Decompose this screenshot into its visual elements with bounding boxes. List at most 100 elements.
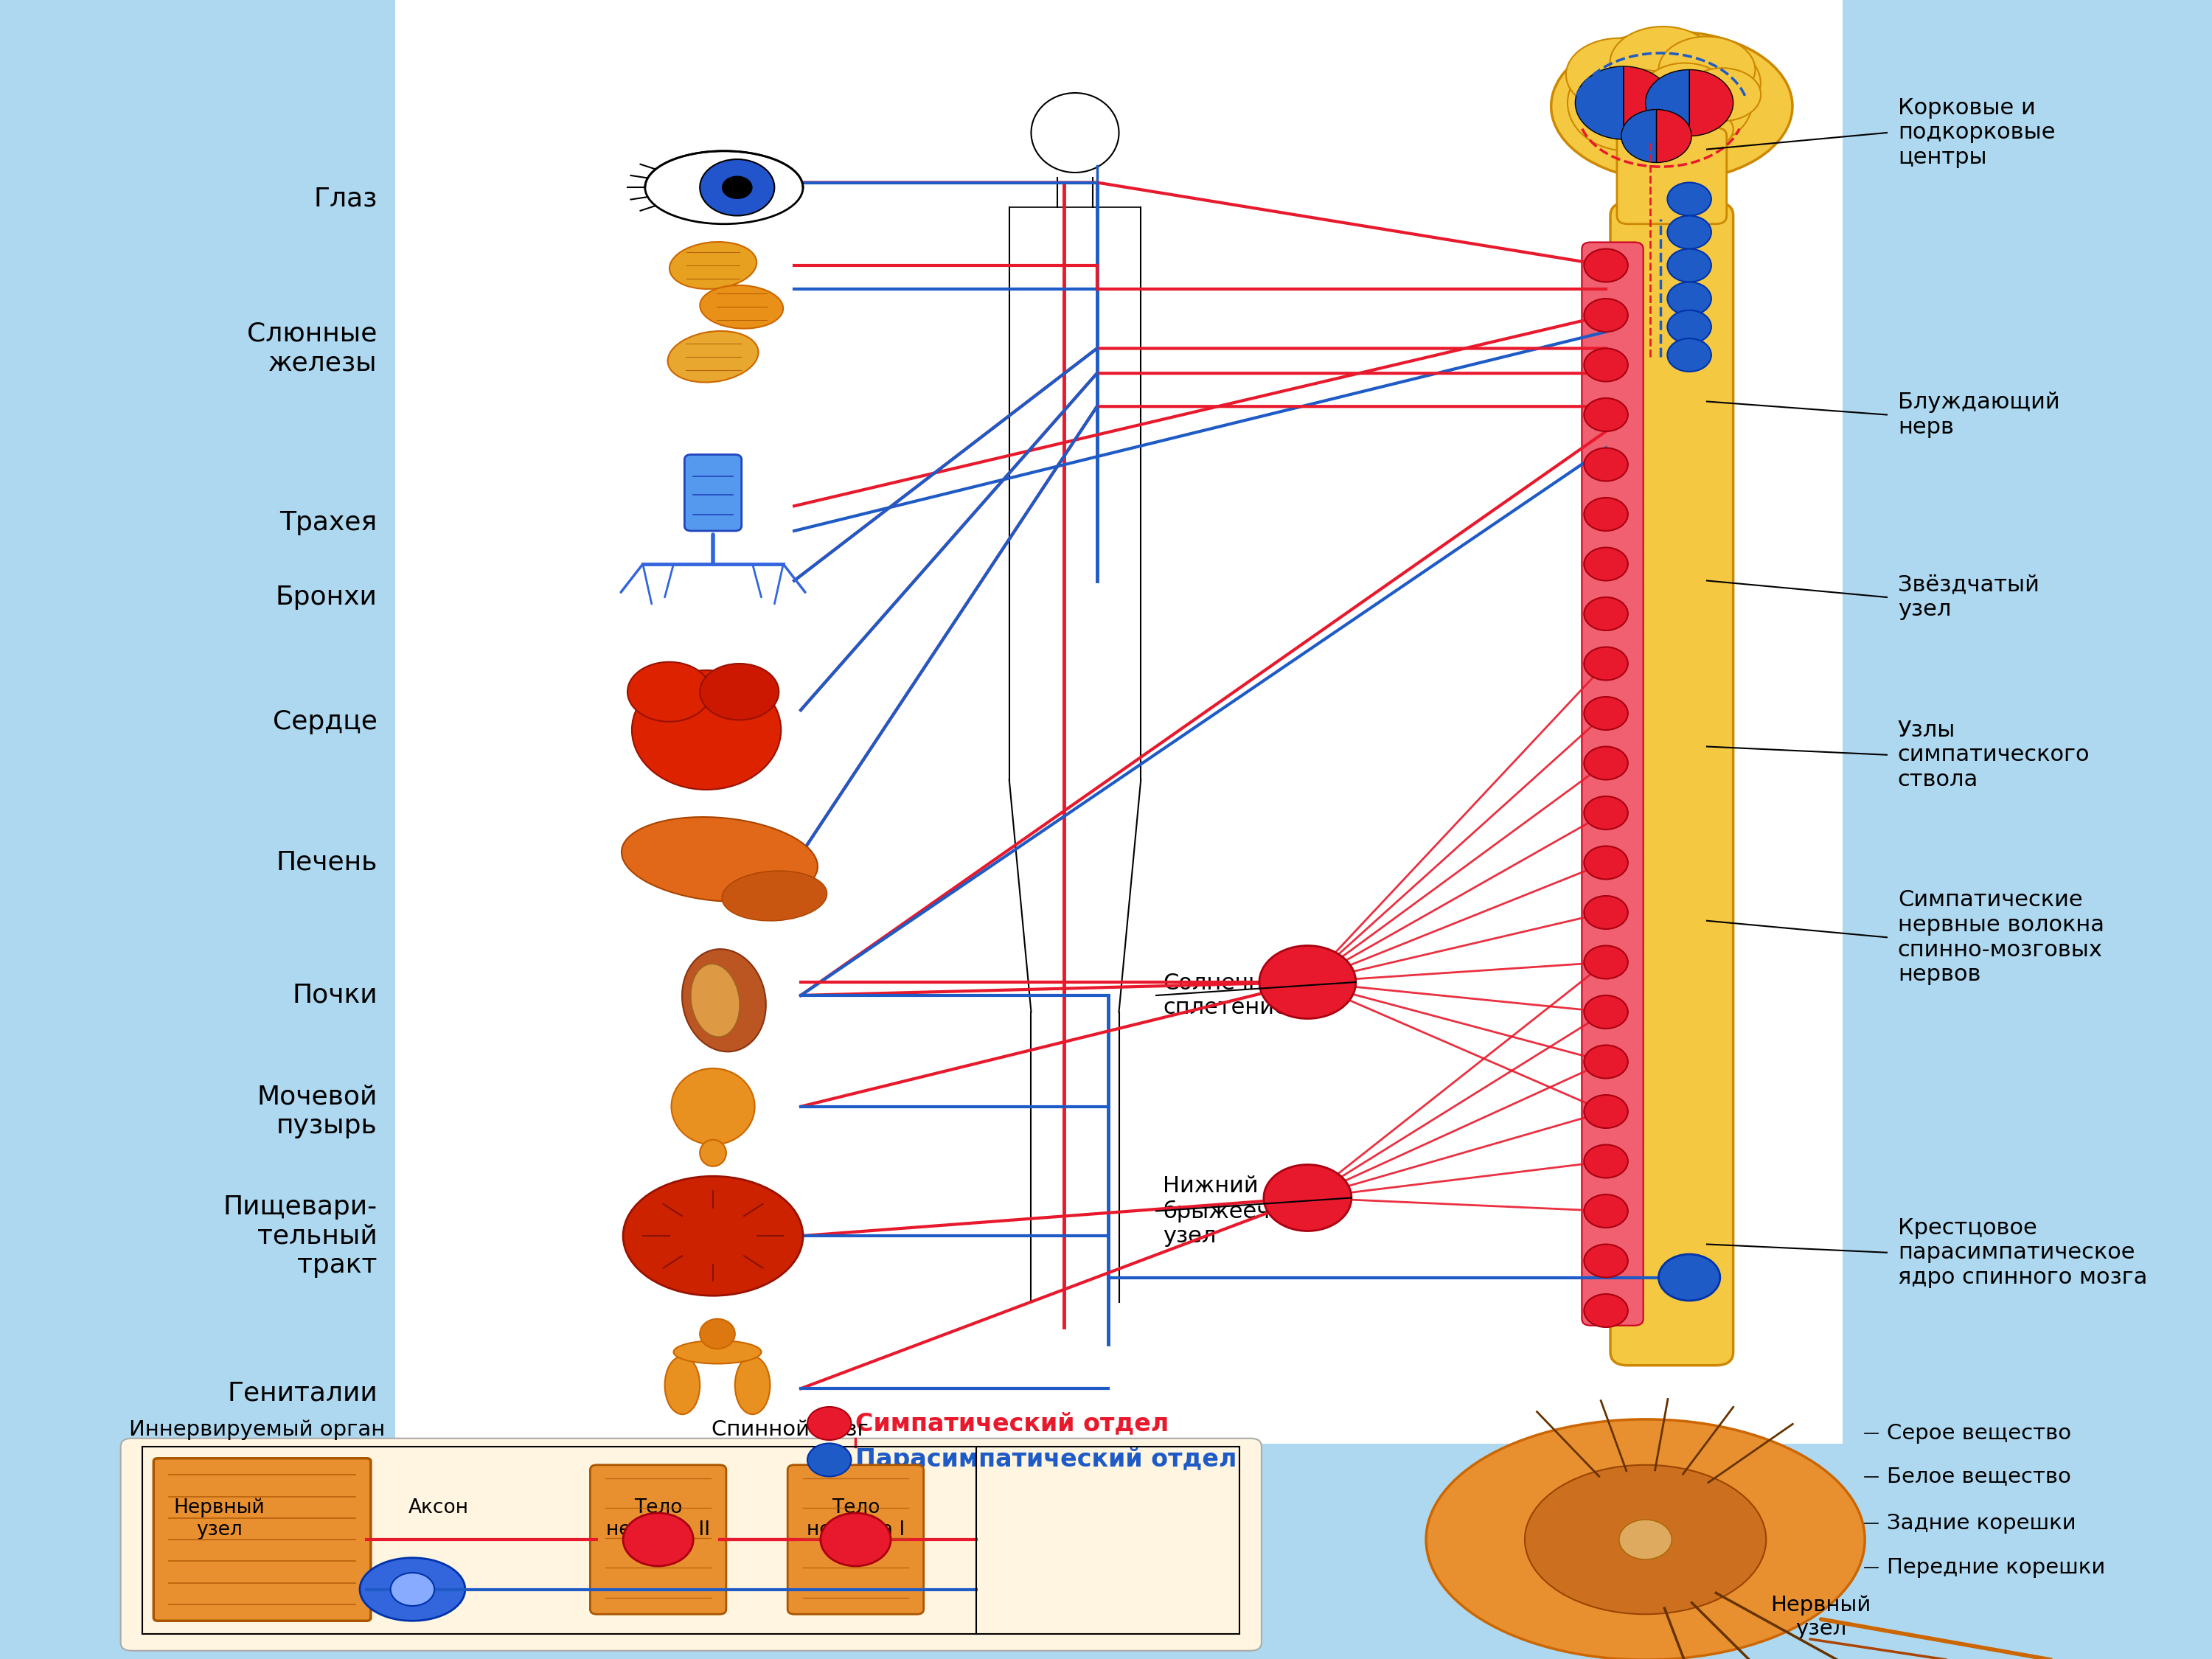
FancyBboxPatch shape xyxy=(591,1465,726,1614)
Ellipse shape xyxy=(672,1340,761,1364)
Ellipse shape xyxy=(668,332,759,382)
Ellipse shape xyxy=(666,1357,699,1413)
Circle shape xyxy=(807,1407,852,1440)
Ellipse shape xyxy=(1606,45,1694,103)
FancyBboxPatch shape xyxy=(1610,202,1734,1365)
Ellipse shape xyxy=(1668,109,1734,149)
Circle shape xyxy=(1584,747,1628,780)
Ellipse shape xyxy=(1566,38,1672,111)
Text: Пищевари-
тельный
тракт: Пищевари- тельный тракт xyxy=(223,1194,378,1277)
Text: Нижний
брыжеечный
узел: Нижний брыжеечный узел xyxy=(1164,1175,1316,1248)
Ellipse shape xyxy=(699,1140,726,1166)
Text: Почки: Почки xyxy=(292,982,378,1009)
Circle shape xyxy=(1584,249,1628,282)
Text: Мочевой
пузырь: Мочевой пузырь xyxy=(257,1085,378,1138)
Polygon shape xyxy=(396,0,1843,1443)
Text: Спинной мозг: Спинной мозг xyxy=(712,1420,869,1440)
Ellipse shape xyxy=(699,285,783,328)
Text: Блуждающий
нерв: Блуждающий нерв xyxy=(1898,392,2059,438)
Text: Симпатический отдел: Симпатический отдел xyxy=(856,1412,1170,1435)
Circle shape xyxy=(1584,1294,1628,1327)
Circle shape xyxy=(1584,946,1628,979)
Ellipse shape xyxy=(361,1558,465,1621)
Wedge shape xyxy=(1575,66,1624,139)
Wedge shape xyxy=(1657,109,1692,163)
Text: Звёздчатый
узел: Звёздчатый узел xyxy=(1898,574,2039,620)
Ellipse shape xyxy=(1597,70,1686,129)
Text: Солнечное
сплетение: Солнечное сплетение xyxy=(1164,972,1290,1019)
Text: Симпатические
нервные волокна
спинно-мозговых
нервов: Симпатические нервные волокна спинно-моз… xyxy=(1898,889,2104,985)
Circle shape xyxy=(1584,647,1628,680)
Circle shape xyxy=(807,1443,852,1477)
Text: Гениталии: Гениталии xyxy=(228,1380,378,1407)
Ellipse shape xyxy=(672,1068,754,1145)
Wedge shape xyxy=(1690,70,1734,136)
Ellipse shape xyxy=(1648,43,1732,96)
Ellipse shape xyxy=(699,664,779,720)
Circle shape xyxy=(1584,846,1628,879)
Circle shape xyxy=(1584,896,1628,929)
Text: Сердце: Сердце xyxy=(272,708,378,735)
Text: Аксон: Аксон xyxy=(409,1498,469,1518)
Text: Корковые и
подкорковые
центры: Корковые и подкорковые центры xyxy=(1898,98,2055,168)
FancyBboxPatch shape xyxy=(1582,242,1644,1326)
Ellipse shape xyxy=(721,871,827,921)
Text: Глаз: Глаз xyxy=(314,186,378,212)
Ellipse shape xyxy=(1683,50,1761,116)
Wedge shape xyxy=(1621,109,1657,163)
Ellipse shape xyxy=(1610,27,1717,100)
Circle shape xyxy=(1263,1165,1352,1231)
Text: Иннервируемый орган: Иннервируемый орган xyxy=(128,1420,385,1440)
Ellipse shape xyxy=(628,662,710,722)
Circle shape xyxy=(1584,398,1628,431)
FancyBboxPatch shape xyxy=(153,1458,372,1621)
Ellipse shape xyxy=(1524,1465,1765,1614)
Text: Бронхи: Бронхи xyxy=(276,584,378,611)
Circle shape xyxy=(1668,310,1712,343)
Text: Тело
нейрона I: Тело нейрона I xyxy=(807,1498,905,1540)
Circle shape xyxy=(1584,597,1628,630)
Text: Белое вещество: Белое вещество xyxy=(1887,1467,2070,1486)
Circle shape xyxy=(1584,448,1628,481)
Circle shape xyxy=(1659,1254,1721,1301)
Text: Задние корешки: Задние корешки xyxy=(1887,1513,2077,1533)
Circle shape xyxy=(699,159,774,216)
Text: Передние корешки: Передние корешки xyxy=(1887,1558,2106,1578)
Circle shape xyxy=(1584,1194,1628,1228)
Ellipse shape xyxy=(622,816,818,902)
Ellipse shape xyxy=(699,1319,734,1349)
Circle shape xyxy=(1668,249,1712,282)
Circle shape xyxy=(1584,1095,1628,1128)
Circle shape xyxy=(1584,1244,1628,1277)
Circle shape xyxy=(1584,1145,1628,1178)
Circle shape xyxy=(1668,282,1712,315)
Circle shape xyxy=(1584,796,1628,830)
FancyBboxPatch shape xyxy=(787,1465,925,1614)
Circle shape xyxy=(1584,498,1628,531)
Ellipse shape xyxy=(624,1176,803,1296)
Text: Тело
нейрона II: Тело нейрона II xyxy=(606,1498,710,1540)
Circle shape xyxy=(1584,299,1628,332)
Text: Трахея: Трахея xyxy=(281,509,378,536)
FancyBboxPatch shape xyxy=(122,1438,1261,1651)
Text: Узлы
симпатического
ствола: Узлы симпатического ствола xyxy=(1898,720,2090,790)
Text: Парасимпатический отдел: Парасимпатический отдел xyxy=(856,1448,1237,1472)
FancyBboxPatch shape xyxy=(1617,128,1728,224)
Circle shape xyxy=(1668,216,1712,249)
Ellipse shape xyxy=(646,151,803,224)
Circle shape xyxy=(1259,946,1356,1019)
FancyBboxPatch shape xyxy=(684,455,741,531)
Circle shape xyxy=(1584,1045,1628,1078)
Ellipse shape xyxy=(734,1357,770,1413)
Ellipse shape xyxy=(1641,63,1728,123)
Circle shape xyxy=(1668,338,1712,372)
Ellipse shape xyxy=(1683,68,1761,121)
Wedge shape xyxy=(1646,70,1690,136)
Circle shape xyxy=(821,1513,891,1566)
Circle shape xyxy=(624,1513,692,1566)
Circle shape xyxy=(1584,547,1628,581)
Ellipse shape xyxy=(681,949,765,1052)
Text: Серое вещество: Серое вещество xyxy=(1887,1423,2070,1443)
Ellipse shape xyxy=(1648,53,1752,144)
Circle shape xyxy=(1584,697,1628,730)
